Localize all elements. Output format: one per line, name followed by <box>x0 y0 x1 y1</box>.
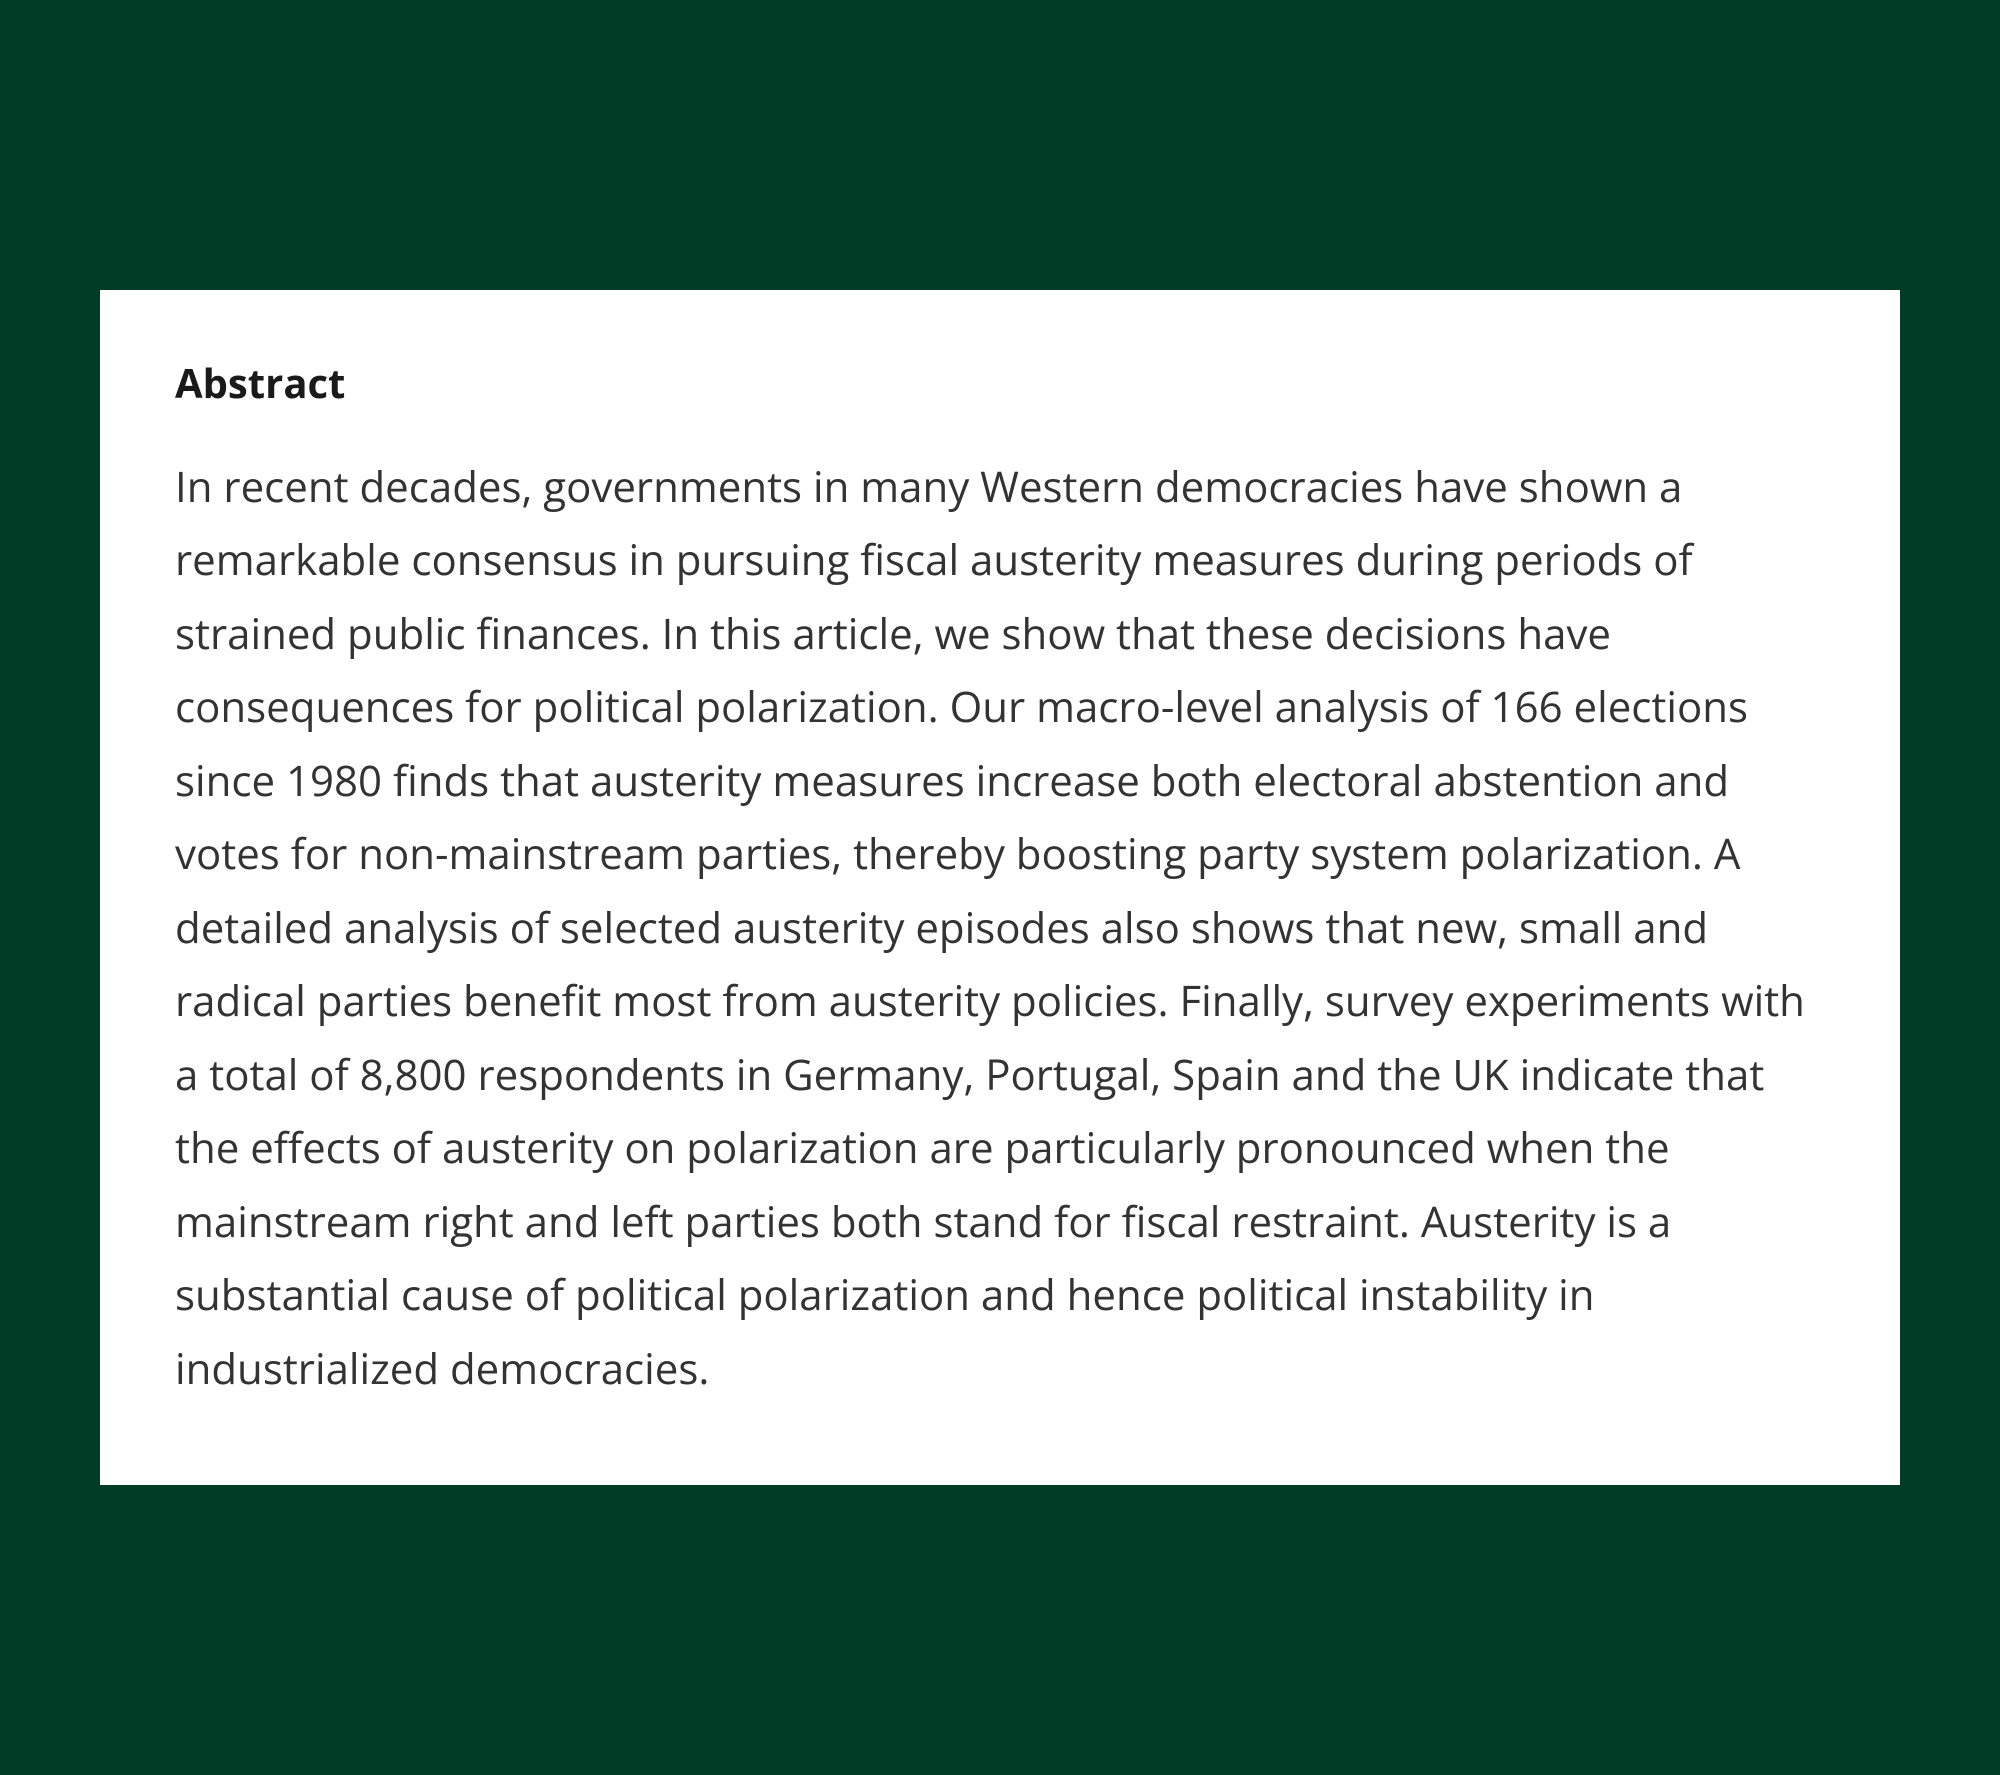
abstract-heading: Abstract <box>175 355 1825 410</box>
abstract-card: Abstract In recent decades, governments … <box>100 290 1900 1486</box>
abstract-body: In recent decades, governments in many W… <box>175 450 1825 1406</box>
